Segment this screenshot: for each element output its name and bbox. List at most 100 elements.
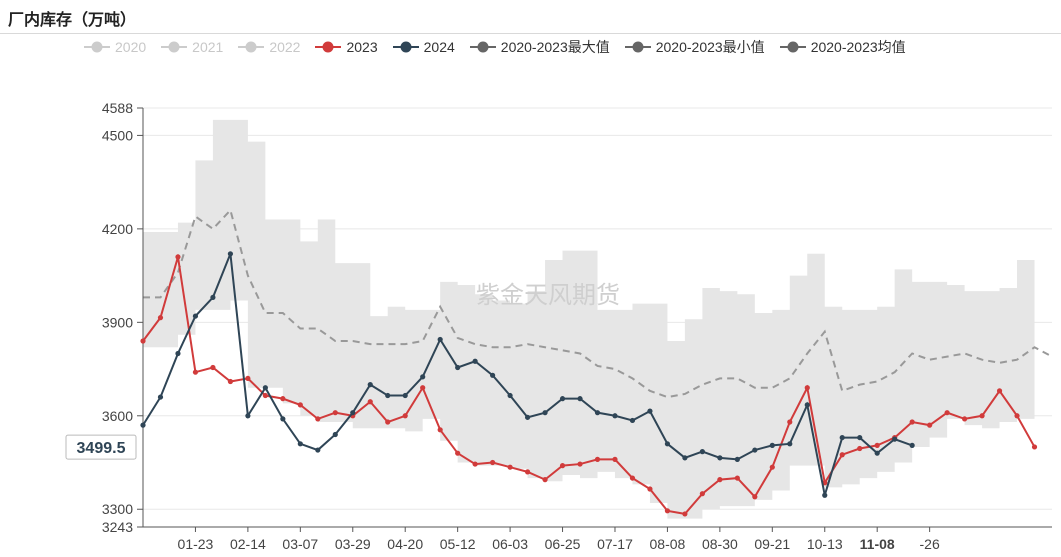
x-tick-label: 03-29	[335, 536, 371, 552]
data-point-2024	[857, 434, 863, 441]
data-point-2023	[1031, 444, 1038, 450]
data-point-2024	[699, 449, 705, 455]
data-point-2023	[420, 385, 426, 391]
data-point-2024	[367, 382, 373, 388]
data-point-2023	[280, 396, 286, 402]
inventory-line-chart: 紫金天风期货 3243 3300 3600 3900 4200 4500 4588 01-23 0…	[65, 100, 1053, 552]
y-tick-label: 4200	[102, 221, 133, 237]
cursor-y-label: 3499.5	[77, 440, 126, 457]
data-point-2023	[577, 461, 583, 467]
x-tick-label: 08-08	[650, 536, 686, 552]
data-point-2024	[804, 402, 810, 408]
x-tick-label: -26	[920, 536, 940, 552]
data-point-2023	[927, 422, 933, 428]
legend-label: 2023	[346, 39, 378, 55]
data-point-2023	[857, 445, 863, 452]
x-tick-label: 09-21	[754, 536, 790, 552]
legend-item-5[interactable]: 2020-2023最大值	[469, 37, 610, 57]
data-point-2023	[769, 464, 775, 470]
data-point-2023	[227, 378, 234, 385]
legend-label: 2020-2023最大值	[500, 39, 610, 55]
data-point-2024	[612, 413, 618, 419]
data-point-2024	[385, 392, 391, 399]
data-point-2023	[367, 399, 373, 405]
data-point-2023	[839, 452, 845, 458]
chart-legend: 2020 2021 2022 2023 2024 2020-2023最大值 2020-202…	[84, 37, 921, 57]
data-point-2023	[717, 477, 723, 483]
data-point-2024	[227, 251, 234, 257]
legend-marker-icon	[161, 41, 188, 53]
legend-marker-icon	[624, 41, 651, 53]
x-tick-label: 01-23	[178, 536, 214, 552]
data-point-2024	[490, 372, 496, 378]
legend-item-3[interactable]: 2023	[315, 39, 378, 55]
legend-item-6[interactable]: 2020-2023最小值	[624, 37, 765, 57]
data-point-2024	[577, 396, 583, 402]
legend-item-4[interactable]: 2024	[392, 39, 455, 55]
data-point-2023	[455, 450, 461, 456]
data-point-2023	[734, 475, 740, 481]
data-point-2024	[297, 441, 303, 447]
legend-item-1[interactable]: 2021	[161, 39, 223, 55]
data-point-2023	[472, 461, 478, 467]
legend-label: 2020-2023最小值	[655, 39, 765, 55]
legend-item-0[interactable]: 2020	[84, 39, 146, 55]
x-tick-label: 10-13	[807, 536, 843, 552]
data-point-2023	[192, 369, 199, 375]
x-tick-label: 02-14	[230, 536, 266, 552]
data-point-2023	[315, 416, 321, 422]
min-max-band	[143, 119, 1035, 519]
data-point-2024	[140, 422, 146, 428]
legend-marker-icon	[469, 41, 496, 53]
legend-marker-icon	[315, 41, 342, 53]
data-point-2023	[332, 410, 338, 416]
data-point-2024	[629, 417, 636, 424]
x-tick-label: 05-12	[440, 536, 476, 552]
chart-title: 厂内库存（万吨）	[8, 10, 137, 29]
data-point-2024	[909, 442, 915, 448]
data-point-2024	[262, 385, 268, 391]
data-point-2023	[507, 464, 513, 470]
data-point-2024	[192, 313, 199, 319]
legend-item-7[interactable]: 2020-2023均值	[779, 37, 906, 57]
legend-item-2[interactable]: 2022	[238, 39, 300, 55]
y-tick-label: 3243	[102, 519, 133, 535]
data-point-2024	[472, 358, 478, 364]
data-point-2024	[402, 392, 408, 399]
data-point-2023	[996, 388, 1003, 394]
data-point-2024	[315, 447, 321, 453]
x-tick-label: 06-25	[545, 536, 581, 552]
legend-label: 2020	[115, 39, 147, 55]
data-point-2024	[682, 455, 688, 461]
data-point-2024	[524, 414, 531, 420]
data-point-2024	[664, 441, 671, 447]
data-point-2024	[542, 410, 548, 416]
data-point-2023	[524, 469, 531, 475]
data-point-2023	[961, 416, 968, 422]
data-point-2024	[647, 408, 653, 414]
data-point-2024	[822, 492, 828, 498]
data-point-2024	[752, 447, 758, 453]
data-point-2023	[664, 508, 671, 514]
data-point-2023	[909, 419, 915, 425]
data-point-2024	[874, 450, 880, 456]
data-point-2024	[769, 442, 775, 448]
data-point-2023	[979, 413, 985, 419]
data-point-2024	[350, 410, 356, 416]
legend-marker-icon	[779, 41, 806, 53]
data-point-2024	[594, 410, 601, 416]
series-line-2023	[142, 256, 1036, 516]
legend-label: 2024	[423, 39, 455, 55]
x-tick-label: 06-03	[492, 536, 528, 552]
legend-marker-icon	[84, 41, 110, 53]
data-point-2023	[175, 254, 181, 260]
legend-marker-icon	[238, 41, 265, 53]
x-tick-label: 08-30	[702, 536, 738, 552]
x-tick-label: 07-17	[597, 536, 633, 552]
x-tick-label: 03-07	[282, 536, 318, 552]
data-point-2023	[804, 385, 810, 391]
data-point-2023	[682, 511, 688, 517]
data-point-2023	[1014, 413, 1020, 419]
data-point-2024	[437, 336, 443, 343]
data-point-2024	[175, 350, 181, 357]
